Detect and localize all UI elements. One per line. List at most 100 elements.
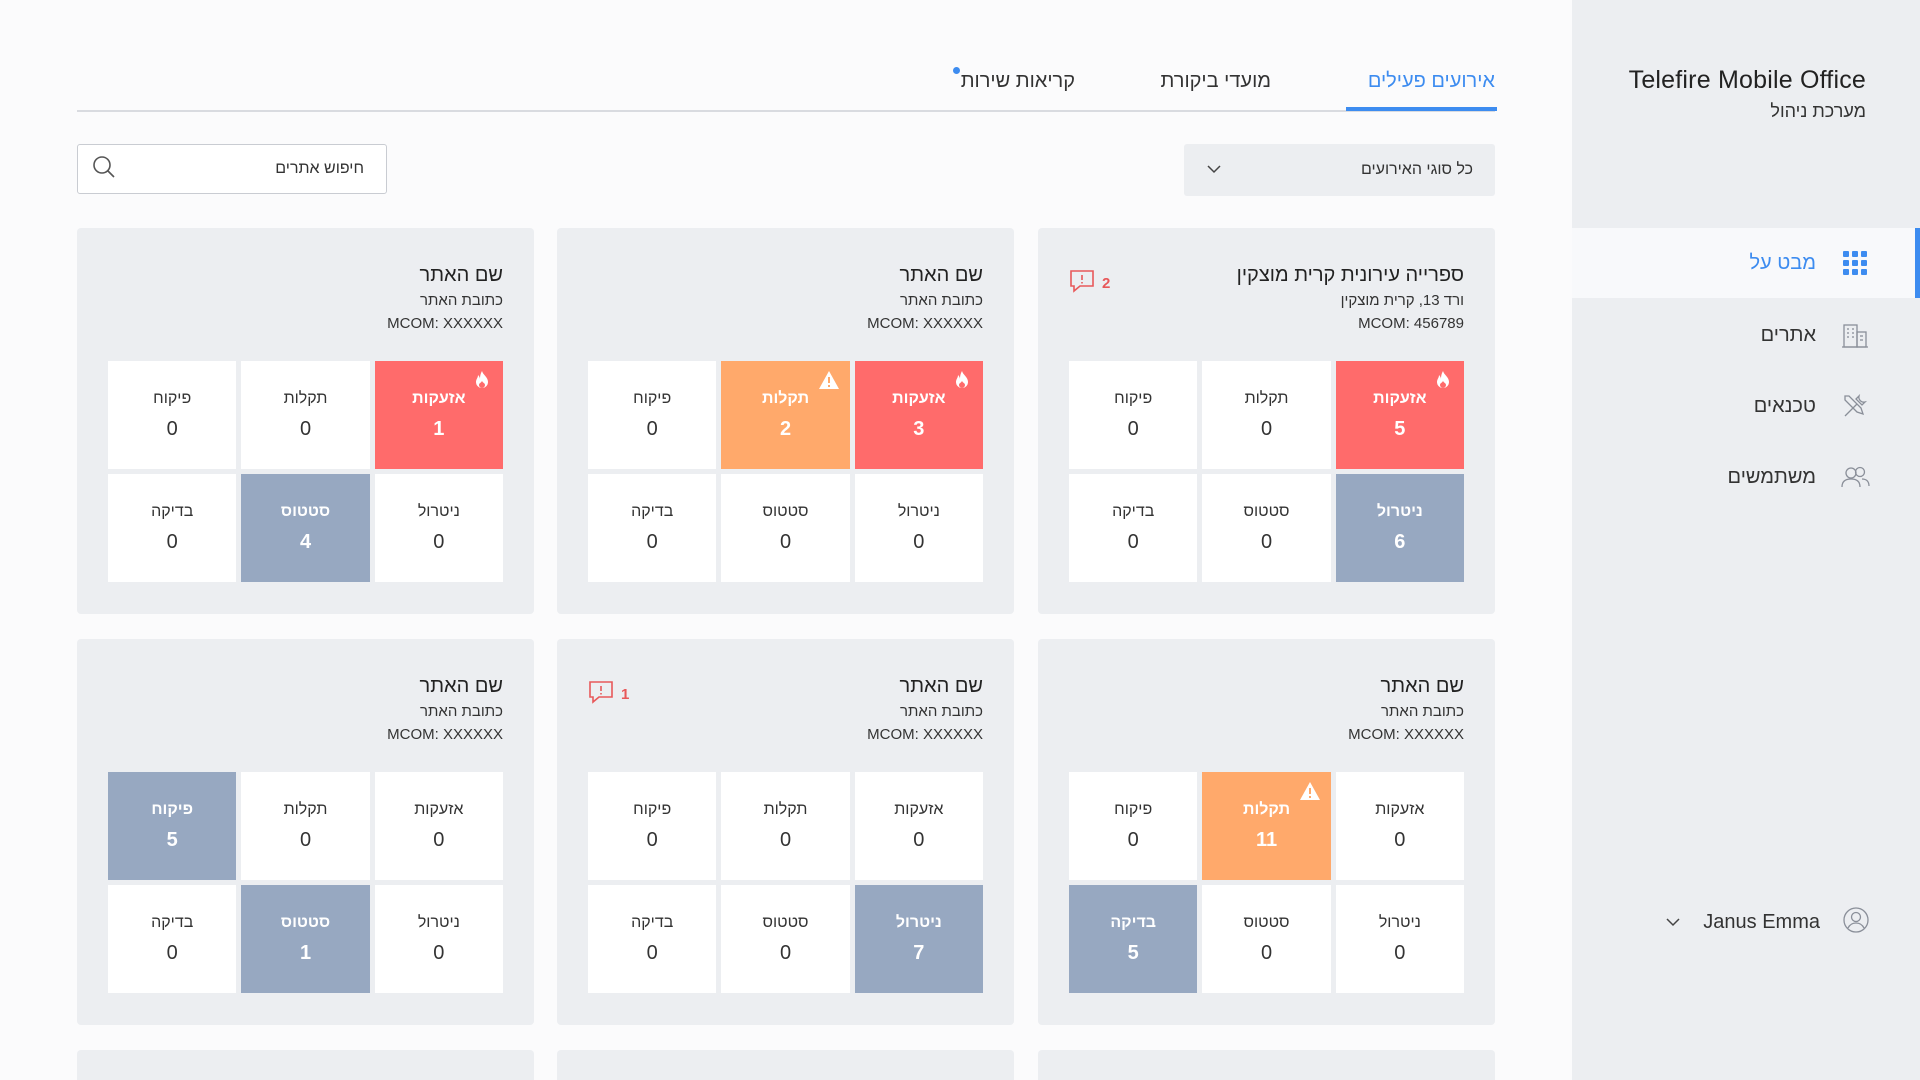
sidebar-item-technicians[interactable]: טכנאים xyxy=(1572,371,1920,441)
event-count-cell[interactable]: בדיקה 5 xyxy=(1069,885,1198,993)
event-count-cell[interactable]: פיקוח 0 xyxy=(108,361,237,469)
event-count-cell[interactable]: בדיקה 0 xyxy=(108,885,237,993)
event-count-cell[interactable]: סטטוס 0 xyxy=(721,885,850,993)
event-count-cell[interactable]: בדיקה 0 xyxy=(1069,474,1198,582)
event-type-select[interactable]: כל סוגי האירועים xyxy=(1184,144,1495,196)
message-alert-icon xyxy=(1068,268,1096,298)
event-count-value: 2 xyxy=(779,417,792,440)
event-count-cell[interactable]: תקלות 11 xyxy=(1202,772,1331,880)
event-count-cell[interactable]: ניטרול 0 xyxy=(374,474,503,582)
event-count-value: 1 xyxy=(433,417,445,440)
event-type-label: ניטרול xyxy=(1376,502,1423,520)
event-count-cell[interactable]: תקלות 0 xyxy=(241,361,370,469)
event-type-label: תקלות xyxy=(1242,800,1291,818)
event-type-label: תקלות xyxy=(763,800,808,818)
event-count-cell[interactable]: אזעקות 1 xyxy=(374,361,503,469)
site-card[interactable]: שם האתר כתובת האתר MCOM: XXXXXX אזעקות 1 תקלו… xyxy=(77,228,534,614)
site-card-partial[interactable] xyxy=(1038,1050,1495,1080)
event-count-cell[interactable]: אזעקות 0 xyxy=(1335,772,1464,880)
event-type-label: סטטוס xyxy=(280,502,331,520)
notification-dot xyxy=(952,67,960,74)
site-mcom: MCOM: XXXXXX xyxy=(867,315,983,332)
event-count-value: 0 xyxy=(779,828,792,851)
site-mcom: MCOM: XXXXXX xyxy=(387,315,503,332)
app-title: Telefire Mobile Office xyxy=(1628,66,1866,94)
tab-active-events[interactable]: אירועים פעילים xyxy=(1345,70,1498,111)
site-card[interactable]: ספרייה עירונית קרית מוצקין ורד 13, קרית מ… xyxy=(1038,228,1495,614)
event-count-cell[interactable]: אזעקות 0 xyxy=(854,772,983,880)
site-card[interactable]: שם האתר כתובת האתר MCOM: XXXXXX אזעקות 0 תקלו… xyxy=(1038,639,1495,1025)
fire-icon xyxy=(951,369,973,391)
event-count-cell[interactable]: אזעקות 5 xyxy=(1335,361,1464,469)
event-count-cell[interactable]: ניטרול 0 xyxy=(374,885,503,993)
site-card-partial[interactable] xyxy=(77,1050,534,1080)
user-menu[interactable]: Janus Emma xyxy=(1665,906,1870,939)
event-counts-grid: אזעקות 3 תקלות 2 פיקוח 0 ניטרול 0 סטטוס 0 בדיקה 0 xyxy=(588,361,983,582)
event-type-label: ניטרול xyxy=(1378,913,1421,931)
site-address: כתובת האתר xyxy=(900,292,983,309)
tab-inspection-dates[interactable]: מועדי ביקורת xyxy=(1161,70,1271,107)
site-header: ספרייה עירונית קרית מוצקין ורד 13, קרית מ… xyxy=(1237,264,1464,332)
event-count-cell[interactable]: ניטרול 0 xyxy=(1335,885,1464,993)
app-subtitle: מערכת ניהול xyxy=(1770,101,1866,121)
message-alert-icon xyxy=(587,679,615,709)
event-count-value: 0 xyxy=(1127,828,1139,851)
event-count-cell[interactable]: בדיקה 0 xyxy=(588,474,717,582)
sidebar-item-sites[interactable]: אתרים xyxy=(1572,300,1920,370)
event-count-cell[interactable]: סטטוס 0 xyxy=(1202,885,1331,993)
search-input[interactable] xyxy=(144,160,364,178)
brand: Telefire Mobile Office מערכת ניהול xyxy=(1629,66,1866,122)
site-address: כתובת האתר xyxy=(420,703,503,720)
site-address: ורד 13, קרית מוצקין xyxy=(1340,292,1464,309)
event-count-cell[interactable]: תקלות 0 xyxy=(721,772,850,880)
event-count-value: 0 xyxy=(1394,828,1406,851)
event-type-label: בדיקה xyxy=(151,502,194,520)
event-count-cell[interactable]: פיקוח 0 xyxy=(1069,772,1198,880)
event-count-cell[interactable]: סטטוס 0 xyxy=(721,474,850,582)
event-count-cell[interactable]: אזעקות 0 xyxy=(374,772,503,880)
event-count-cell[interactable]: סטטוס 0 xyxy=(1202,474,1331,582)
site-card[interactable]: שם האתר כתובת האתר MCOM: XXXXXX אזעקות 3 תקלו… xyxy=(557,228,1014,614)
messages-indicator[interactable]: 2 xyxy=(1068,268,1110,298)
tab-service-calls[interactable]: קריאות שירות xyxy=(952,67,1075,107)
site-header: שם האתר כתובת האתר MCOM: XXXXXX xyxy=(387,264,503,332)
event-count-cell[interactable]: אזעקות 3 xyxy=(854,361,983,469)
event-count-value: 5 xyxy=(166,828,178,851)
event-count-cell[interactable]: פיקוח 0 xyxy=(588,772,717,880)
site-card[interactable]: שם האתר כתובת האתר MCOM: XXXXXX אזעקות 0 תקלו… xyxy=(77,639,534,1025)
event-type-label: פיקוח xyxy=(151,800,194,818)
event-count-cell[interactable]: ניטרול 6 xyxy=(1335,474,1464,582)
event-type-label: פיקוח xyxy=(633,800,672,818)
event-count-cell[interactable]: תקלות 2 xyxy=(721,361,850,469)
event-count-value: 0 xyxy=(646,530,658,553)
event-count-cell[interactable]: בדיקה 0 xyxy=(108,474,237,582)
event-count-value: 6 xyxy=(1394,530,1406,553)
warning-icon xyxy=(818,369,840,391)
search-icon[interactable] xyxy=(92,155,116,184)
site-card-partial[interactable] xyxy=(557,1050,1014,1080)
event-count-cell[interactable]: פיקוח 0 xyxy=(588,361,717,469)
site-header: שם האתר כתובת האתר MCOM: XXXXXX xyxy=(387,675,503,743)
event-count-cell[interactable]: תקלות 0 xyxy=(241,772,370,880)
event-count-cell[interactable]: פיקוח 5 xyxy=(108,772,237,880)
sidebar-item-users[interactable]: משתמשים xyxy=(1572,442,1920,512)
event-count-cell[interactable]: סטטוס 4 xyxy=(241,474,370,582)
building-icon xyxy=(1840,320,1870,350)
sidebar-item-label: מבט על xyxy=(1749,251,1816,274)
messages-indicator[interactable]: 1 xyxy=(587,679,629,709)
chevron-down-icon xyxy=(1206,161,1222,179)
event-count-cell[interactable]: ניטרול 0 xyxy=(854,474,983,582)
sidebar-item-overview[interactable]: מבט על xyxy=(1572,228,1920,298)
site-mcom: MCOM: 456789 xyxy=(1358,315,1464,332)
event-count-cell[interactable]: תקלות 0 xyxy=(1202,361,1331,469)
sidebar-item-label: משתמשים xyxy=(1727,465,1816,488)
event-type-label: בדיקה xyxy=(1112,502,1155,520)
event-type-label: ניטרול xyxy=(895,913,942,931)
site-card[interactable]: שם האתר כתובת האתר MCOM: XXXXXX 1 אזעקות 0 תקל… xyxy=(557,639,1014,1025)
event-count-cell[interactable]: סטטוס 1 xyxy=(241,885,370,993)
event-count-cell[interactable]: ניטרול 7 xyxy=(854,885,983,993)
tab-label: אירועים פעילים xyxy=(1367,70,1495,92)
event-count-cell[interactable]: בדיקה 0 xyxy=(588,885,717,993)
event-count-cell[interactable]: פיקוח 0 xyxy=(1069,361,1198,469)
chevron-down-icon xyxy=(1665,914,1681,932)
